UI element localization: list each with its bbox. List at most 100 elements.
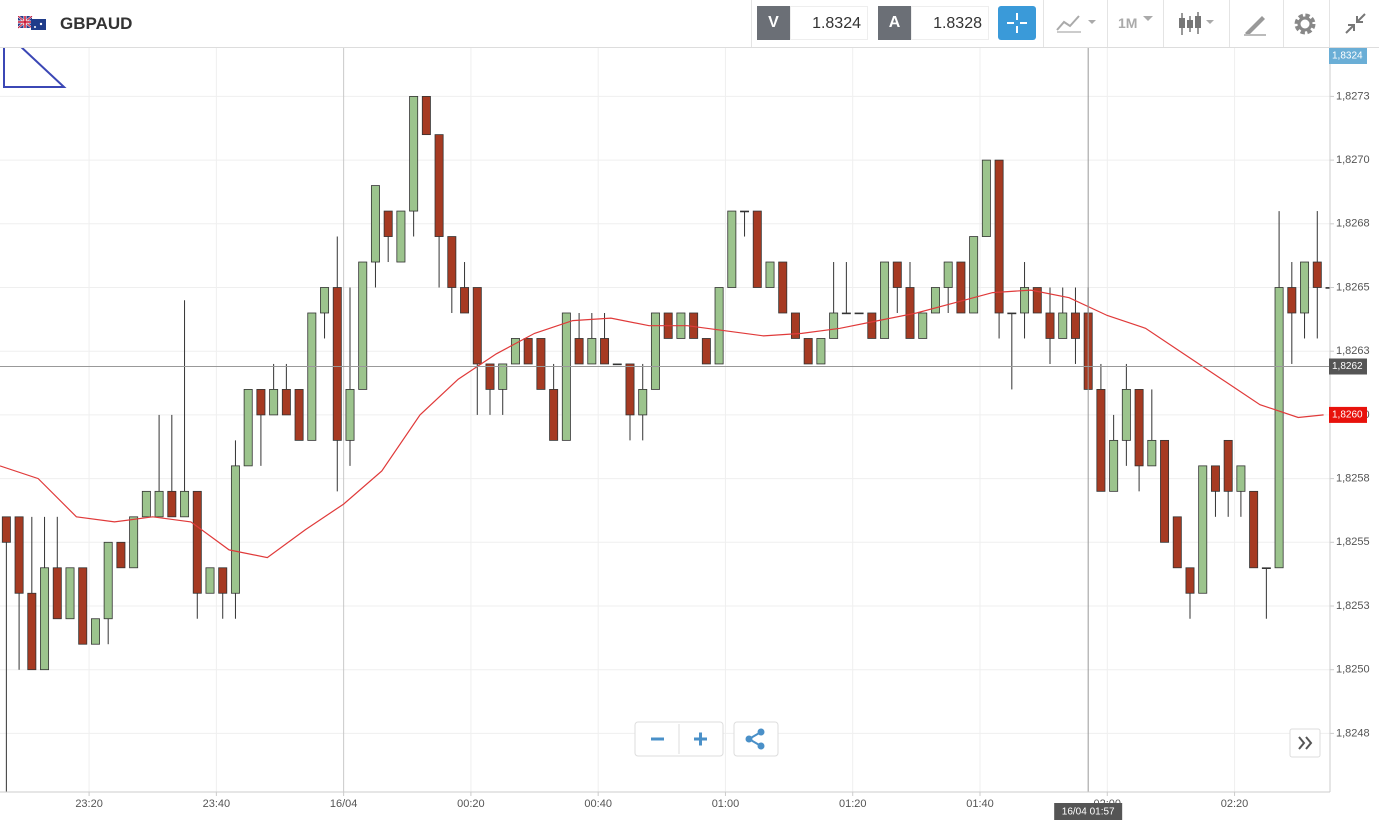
x-tick-label: 01:40 [966, 798, 994, 810]
separator [1163, 0, 1164, 47]
crosshair-button[interactable] [998, 6, 1036, 40]
candle-body [1198, 465, 1208, 594]
share-icon [745, 728, 765, 750]
x-tick-label: 01:20 [839, 798, 867, 810]
y-tick-label: 1,8253 [1336, 600, 1370, 612]
candle-body [969, 236, 979, 314]
share-button[interactable] [733, 721, 779, 757]
sell-label[interactable]: V [757, 6, 790, 40]
candle-body [1172, 516, 1182, 569]
candle-body [523, 338, 533, 365]
y-tick-label: 1,8263 [1336, 345, 1370, 357]
candle-body [561, 312, 571, 441]
candle-body [918, 312, 928, 339]
candle-body [52, 567, 62, 620]
candle-body [816, 338, 826, 365]
candle-body [1185, 567, 1195, 594]
candle-body [1249, 490, 1259, 569]
separator [1043, 0, 1044, 47]
candle-body [1261, 567, 1271, 569]
separator [1107, 0, 1108, 47]
candle-body [930, 287, 940, 314]
series [0, 48, 1330, 792]
candle-body [829, 312, 839, 339]
candle-body [701, 338, 711, 365]
candle-body [892, 261, 902, 288]
candle-body [867, 312, 877, 339]
y-tick-label: 1,8255 [1336, 536, 1370, 548]
candle-body [180, 490, 190, 518]
sell-price[interactable]: 1.8324 [790, 6, 868, 40]
candle-body [1121, 389, 1131, 441]
candle-body [714, 287, 724, 365]
candle-body [27, 592, 37, 671]
candle-type-button[interactable] [1177, 10, 1222, 38]
candle-body [765, 261, 775, 288]
candle-body [498, 363, 508, 390]
collapse-button[interactable] [1343, 11, 1369, 37]
last-price-badge [1329, 48, 1367, 64]
y-tick-label: 1,8273 [1336, 90, 1370, 102]
candle-body [40, 567, 50, 671]
x-tick-label: 23:40 [203, 798, 231, 810]
crosshair-time-label: 16/04 01:57 [1062, 807, 1115, 818]
candle-body [65, 567, 75, 620]
candle-body [370, 185, 380, 263]
candle-body [320, 287, 330, 314]
candle-body [752, 210, 762, 288]
timeframe[interactable]: 1M [1118, 15, 1138, 31]
x-tick-label: 02:20 [1221, 798, 1249, 810]
buy-label[interactable]: A [878, 6, 911, 40]
candle-body [638, 389, 648, 416]
triangle-drawing[interactable] [3, 28, 67, 88]
y-tick-label: 1,8268 [1336, 218, 1370, 230]
candle-body [880, 261, 890, 339]
candle-body [1236, 465, 1246, 492]
candle-body [230, 465, 240, 594]
candle-body [116, 541, 126, 569]
candle-body [243, 389, 253, 467]
toolbar: GBPAUD V 1.8324 A 1.8328 1M [0, 0, 1379, 48]
candle-body [141, 490, 151, 518]
candle-body [460, 287, 470, 314]
candle-body [1160, 439, 1170, 543]
candle-body [269, 389, 279, 416]
candle-body [409, 96, 419, 212]
candle-body [1007, 312, 1017, 315]
draw-tool-button[interactable] [1242, 11, 1268, 37]
candle-body [90, 618, 100, 645]
candle-body [383, 210, 393, 237]
candle-body [1223, 439, 1233, 492]
candle-body [256, 389, 266, 416]
separator [1229, 0, 1230, 47]
crosshair-price-badge [1329, 358, 1367, 375]
axis-labels: 1,8273 1,8270 1,8268 1,8265 1,8263 1,8260 1,82… [75, 48, 1370, 820]
candle-body [103, 541, 113, 620]
candle-body [1070, 312, 1080, 339]
x-tick-label: 23:20 [75, 798, 103, 810]
candle-body [307, 312, 317, 441]
flag-icon [18, 16, 46, 30]
candle-body [78, 567, 88, 645]
candle-body [358, 261, 368, 390]
candle-body [549, 389, 559, 441]
candle-body [447, 236, 457, 288]
buy-price[interactable]: 1.8328 [911, 6, 989, 40]
candle-body [1045, 312, 1055, 339]
moving-average-line [0, 289, 1324, 559]
zoom-in[interactable] [694, 732, 707, 746]
candle-body [1096, 389, 1106, 492]
crosshair-time-badge [1054, 803, 1123, 820]
candle-body [727, 210, 737, 288]
candle-body [205, 567, 215, 594]
candle-body [345, 389, 355, 441]
candle-body [778, 261, 788, 314]
chart-type-button[interactable] [1055, 12, 1100, 34]
separator [1329, 0, 1330, 47]
timeframe-dropdown[interactable] [1141, 14, 1155, 24]
candle-body [650, 312, 660, 390]
settings-button[interactable] [1292, 11, 1318, 37]
candle-body [192, 490, 202, 594]
